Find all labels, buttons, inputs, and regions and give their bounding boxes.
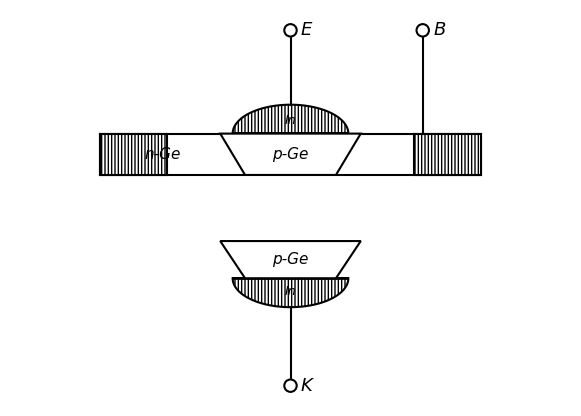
Text: E: E (301, 21, 312, 40)
Bar (414, 134, 480, 175)
Bar (101, 134, 480, 175)
Circle shape (417, 24, 429, 37)
Polygon shape (220, 241, 361, 278)
Polygon shape (232, 278, 349, 307)
Text: n-Ge: n-Ge (144, 147, 181, 162)
Circle shape (284, 379, 297, 392)
Text: In: In (285, 285, 296, 298)
Text: p-Ge: p-Ge (272, 147, 309, 162)
Text: In: In (285, 114, 296, 127)
Circle shape (284, 24, 297, 37)
Polygon shape (232, 105, 349, 134)
Text: B: B (433, 21, 446, 40)
Polygon shape (220, 134, 361, 175)
Text: p-Ge: p-Ge (272, 252, 309, 267)
Bar (101, 134, 167, 175)
Text: K: K (301, 376, 313, 395)
